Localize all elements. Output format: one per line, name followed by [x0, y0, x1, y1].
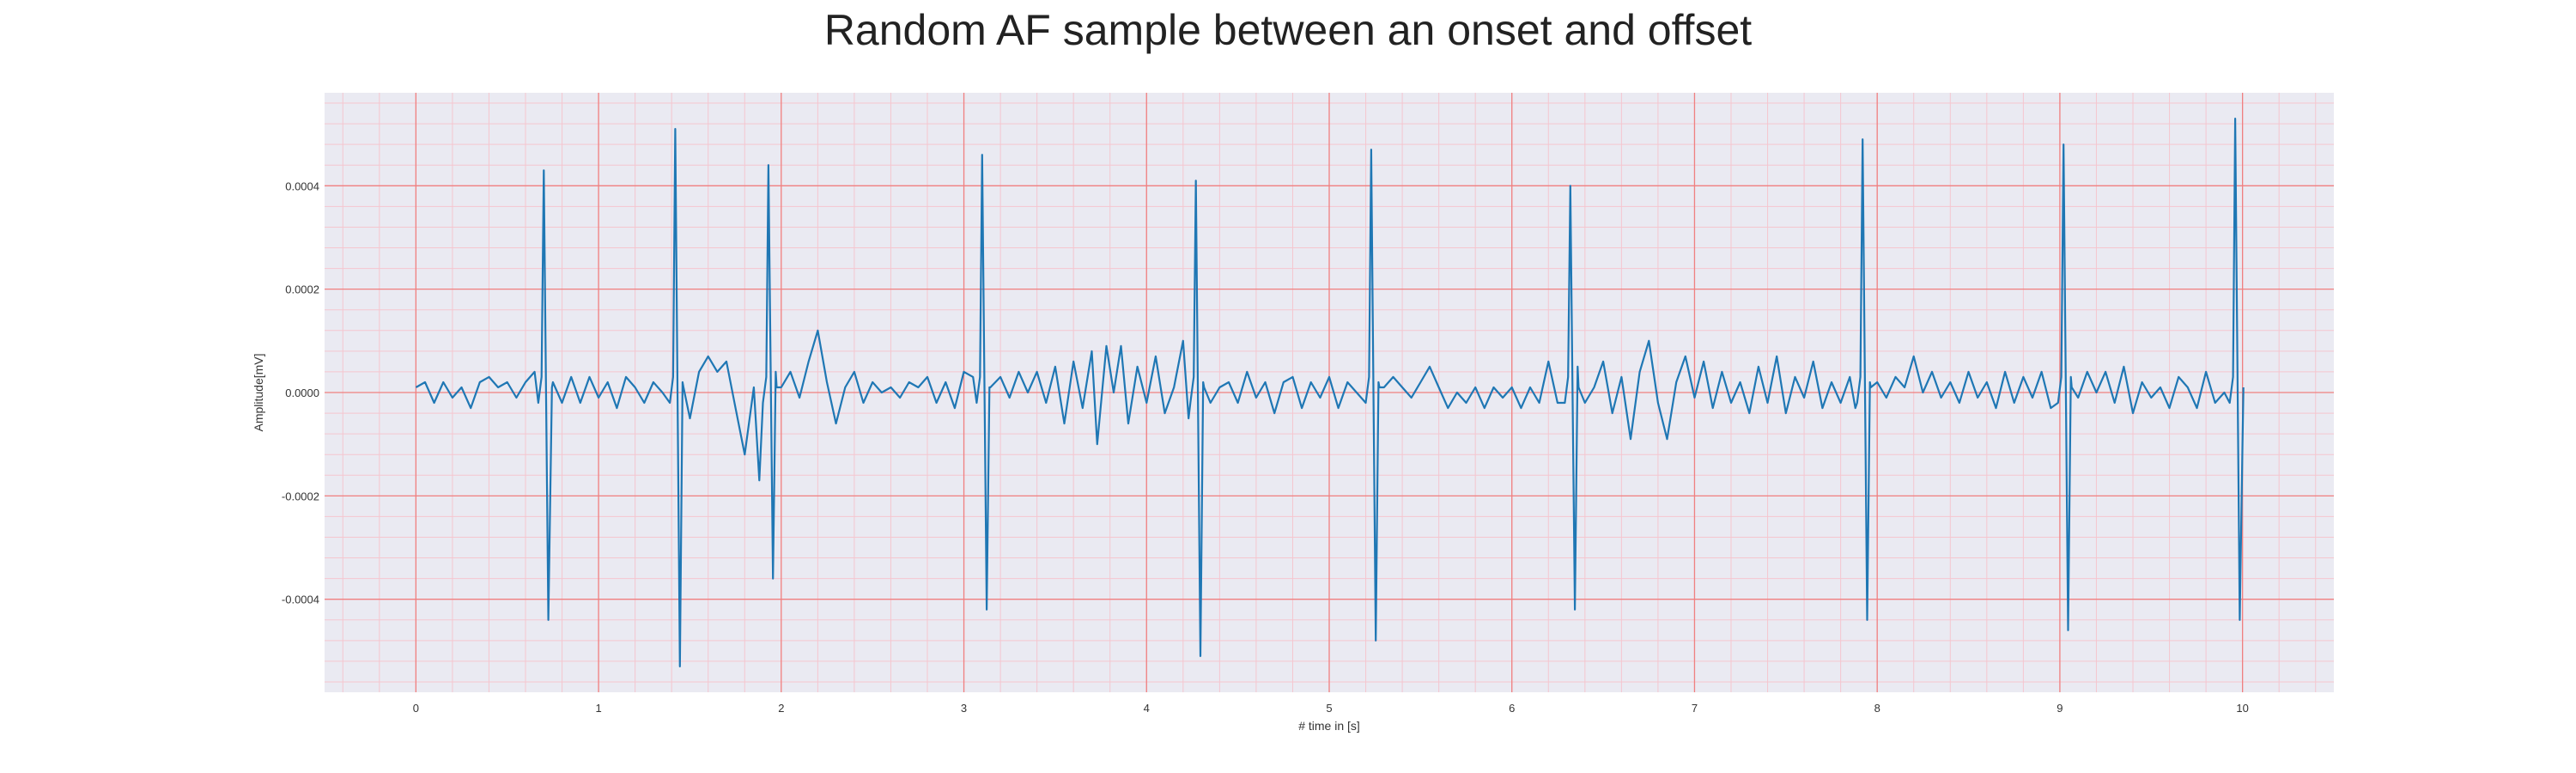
y-tick-label: 0.0000 — [285, 386, 319, 399]
x-tick-label: 0 — [413, 702, 419, 715]
x-tick-label: 9 — [2057, 702, 2063, 715]
x-tick-label: 10 — [2236, 702, 2248, 715]
x-tick-label: 8 — [1874, 702, 1880, 715]
y-axis-label: Amplitude[mV] — [252, 353, 265, 431]
x-tick-label: 1 — [595, 702, 601, 715]
x-tick-label: 6 — [1509, 702, 1515, 715]
x-tick-label: 2 — [778, 702, 784, 715]
y-tick-label: 0.0002 — [285, 283, 319, 296]
y-tick-label: -0.0004 — [282, 593, 319, 606]
y-tick-labels: -0.0004 -0.0002 0.0000 0.0002 0.0004 — [282, 180, 319, 606]
x-tick-label: 4 — [1144, 702, 1150, 715]
y-tick-label: -0.0002 — [282, 490, 319, 502]
x-tick-label: 3 — [961, 702, 967, 715]
x-tick-label: 7 — [1692, 702, 1698, 715]
y-tick-label: 0.0004 — [285, 180, 319, 192]
ecg-signal-line — [415, 118, 2245, 667]
x-axis-label: # time in [s] — [1298, 719, 1360, 733]
chart-title: Random AF sample between an onset and of… — [823, 6, 1753, 54]
x-tick-label: 5 — [1326, 702, 1332, 715]
x-tick-labels: 0 1 2 3 4 5 6 7 8 9 10 — [413, 702, 2249, 715]
